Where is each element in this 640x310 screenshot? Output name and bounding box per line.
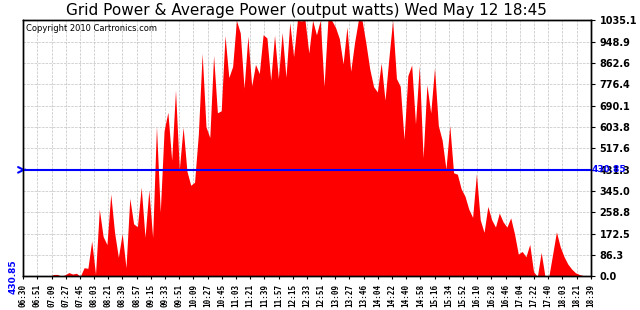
Text: 430.85: 430.85 — [592, 165, 627, 174]
Title: Grid Power & Average Power (output watts) Wed May 12 18:45: Grid Power & Average Power (output watts… — [67, 3, 547, 18]
Text: 430.85: 430.85 — [8, 259, 17, 294]
Text: Copyright 2010 Cartronics.com: Copyright 2010 Cartronics.com — [26, 24, 157, 33]
